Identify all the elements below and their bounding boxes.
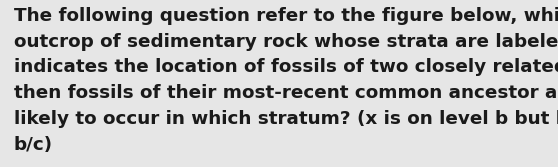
Text: The following question refer to the figure below, which shows an: The following question refer to the figu… xyxy=(14,7,558,25)
Text: outcrop of sedimentary rock whose strata are labeled A-D. If x: outcrop of sedimentary rock whose strata… xyxy=(14,33,558,51)
Text: b/c): b/c) xyxy=(14,136,53,154)
Text: then fossils of their most-recent common ancestor are most: then fossils of their most-recent common… xyxy=(14,84,558,102)
Text: likely to occur in which stratum? (x is on level b but borderline: likely to occur in which stratum? (x is … xyxy=(14,110,558,128)
Text: indicates the location of fossils of two closely related species,: indicates the location of fossils of two… xyxy=(14,58,558,76)
